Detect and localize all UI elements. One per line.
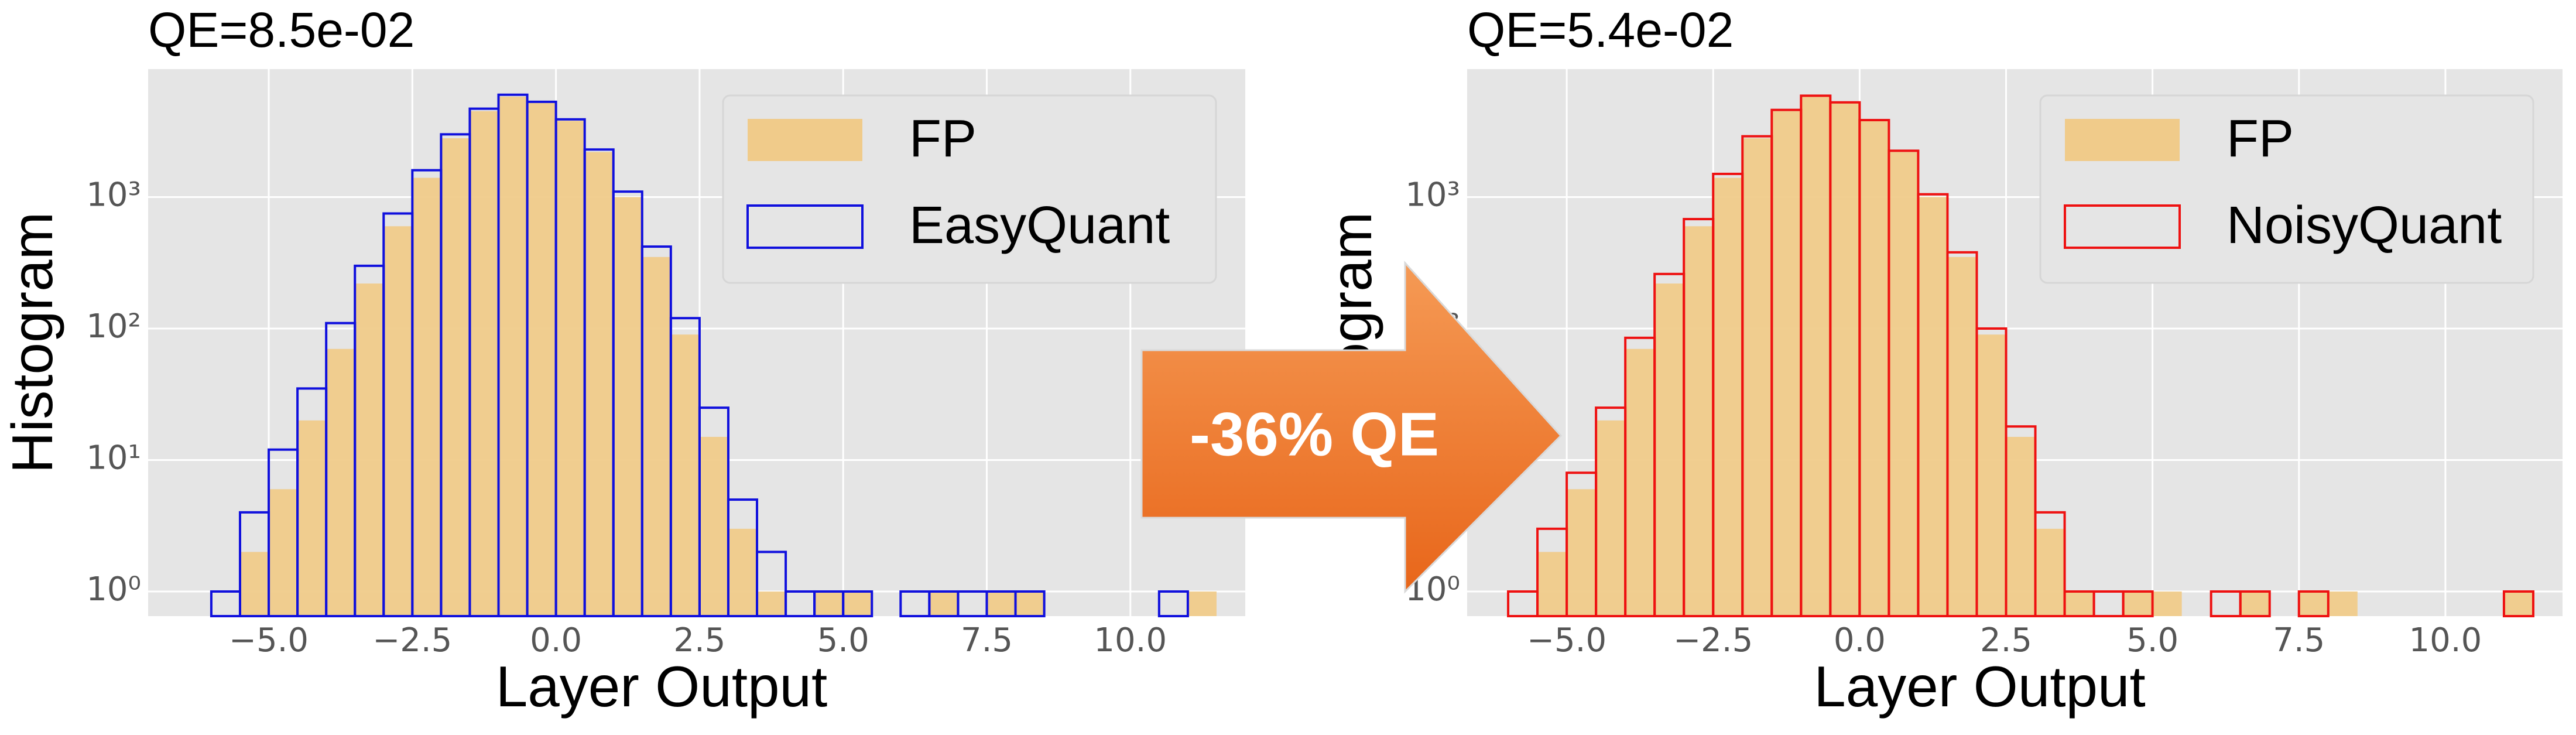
chart-title: QE=5.4e-02 (1467, 2, 1734, 57)
legend-swatch (2065, 119, 2180, 161)
legend-label: EasyQuant (909, 196, 1170, 255)
histogram-bar (1976, 334, 2006, 616)
histogram-bar (2239, 590, 2271, 618)
histogram-bar (527, 102, 556, 616)
histogram-bar (556, 121, 585, 617)
histogram-bar (441, 138, 470, 617)
histogram-bar (670, 334, 700, 616)
chart-title: QE=8.5e-02 (148, 2, 415, 57)
histogram-bar (1596, 420, 1626, 616)
histogram-bar (1801, 97, 1831, 616)
histogram-bar (1859, 121, 1889, 617)
histogram-bar (699, 436, 728, 616)
histogram-bar (2240, 591, 2270, 616)
histogram-bar (728, 528, 758, 616)
histogram-bar (2006, 436, 2036, 616)
histogram-bar (269, 489, 298, 616)
histogram-bar (1742, 138, 1772, 617)
histogram-bar (2503, 591, 2533, 616)
y-tick-label: 10² (86, 307, 141, 346)
histogram-bar (1830, 102, 1860, 616)
histogram-bar (2123, 591, 2153, 616)
charts: −5.0 −2.5 0.0 2.5 5.0 7.5 10.0 10⁰ 10¹ 10² 10³ QE=8… (0, 2, 2563, 719)
histogram-bar (1684, 226, 1714, 617)
histogram-bar (1157, 590, 1189, 618)
histogram-bar (1947, 257, 1977, 617)
arrow (1140, 261, 1563, 594)
x-axis-label: Layer Output (1814, 654, 2146, 719)
histogram-bar (1713, 177, 1743, 616)
x-tick-label: 0.0 (530, 621, 582, 659)
histogram-bar (1654, 283, 1684, 616)
y-tick-label: 10¹ (86, 439, 141, 477)
chart: −5.0−2.50.02.55.07.510.010⁰10¹10²10³QE=5… (1319, 2, 2563, 719)
histogram-bar (355, 283, 384, 616)
histogram-bar (2152, 591, 2182, 616)
x-tick-label: −2.5 (372, 621, 452, 659)
x-tick-label: 10.0 (2409, 621, 2482, 659)
histogram-bar (756, 551, 787, 617)
histogram-bar (1537, 552, 1567, 616)
legend-label: NoisyQuant (2226, 196, 2502, 255)
legend-label: FP (909, 110, 977, 168)
histogram-bar (2035, 528, 2065, 616)
legend-label: FP (2226, 110, 2294, 168)
y-axis-label: Histogram (0, 212, 64, 474)
histogram-bar (842, 590, 873, 618)
histogram-bar (1918, 197, 1948, 617)
histogram-bar (470, 111, 499, 617)
histogram-bar (1014, 590, 1046, 618)
histogram-bar (2122, 590, 2154, 618)
histogram-bar (2064, 591, 2094, 616)
histogram-bar (2297, 590, 2330, 618)
histogram-bar (2328, 591, 2358, 616)
y-tick-label: 10⁰ (86, 570, 141, 608)
x-tick-label: 5.0 (817, 621, 869, 659)
legend-swatch (2064, 204, 2181, 249)
histogram-bar (326, 348, 355, 616)
histogram-bar (1772, 111, 1801, 617)
x-tick-label: −5.0 (1527, 621, 1606, 659)
x-tick-label: 7.5 (2273, 621, 2325, 659)
arrow-label: -36% QE (1190, 401, 1439, 469)
histogram-bar (757, 591, 786, 616)
legend-swatch (748, 119, 862, 161)
legend-swatch (746, 204, 864, 249)
histogram-bar (814, 591, 844, 616)
x-tick-label: 0.0 (1834, 621, 1886, 659)
histogram-bar (613, 197, 642, 617)
x-tick-label: −5.0 (229, 621, 309, 659)
histogram-bar (297, 420, 327, 616)
histogram-bar (412, 177, 441, 616)
chart: −5.0 −2.5 0.0 2.5 5.0 7.5 10.0 10⁰ 10¹ 10² 10³ QE=8… (0, 2, 1245, 719)
histogram-bar (929, 591, 958, 616)
histogram-bar (1187, 591, 1217, 616)
histogram-bar (2502, 590, 2534, 618)
x-tick-label: 5.0 (2126, 621, 2178, 659)
histogram-bar (1889, 152, 1919, 616)
x-tick-label: 10.0 (1094, 621, 1167, 659)
histogram-bar (1567, 489, 1597, 616)
x-tick-label: −2.5 (1673, 621, 1753, 659)
histogram-bar (2034, 511, 2066, 618)
histogram-bar (642, 257, 671, 617)
histogram-bar (1625, 348, 1655, 616)
histogram-bar (239, 552, 269, 616)
histogram-bar (843, 591, 872, 616)
x-tick-label: 2.5 (1980, 621, 2032, 659)
histogram-bar (498, 97, 527, 616)
x-tick-label: 7.5 (961, 621, 1013, 659)
histogram-bar (383, 226, 413, 617)
histogram-bar (986, 591, 1016, 616)
histogram-bar (2298, 591, 2328, 616)
histogram-bar (584, 152, 614, 616)
x-axis-label: Layer Output (496, 654, 828, 719)
y-tick-label: 10³ (1405, 176, 1460, 214)
y-tick-label: 10³ (86, 176, 141, 214)
x-tick-label: 2.5 (673, 621, 725, 659)
histogram-bar (1015, 591, 1044, 616)
